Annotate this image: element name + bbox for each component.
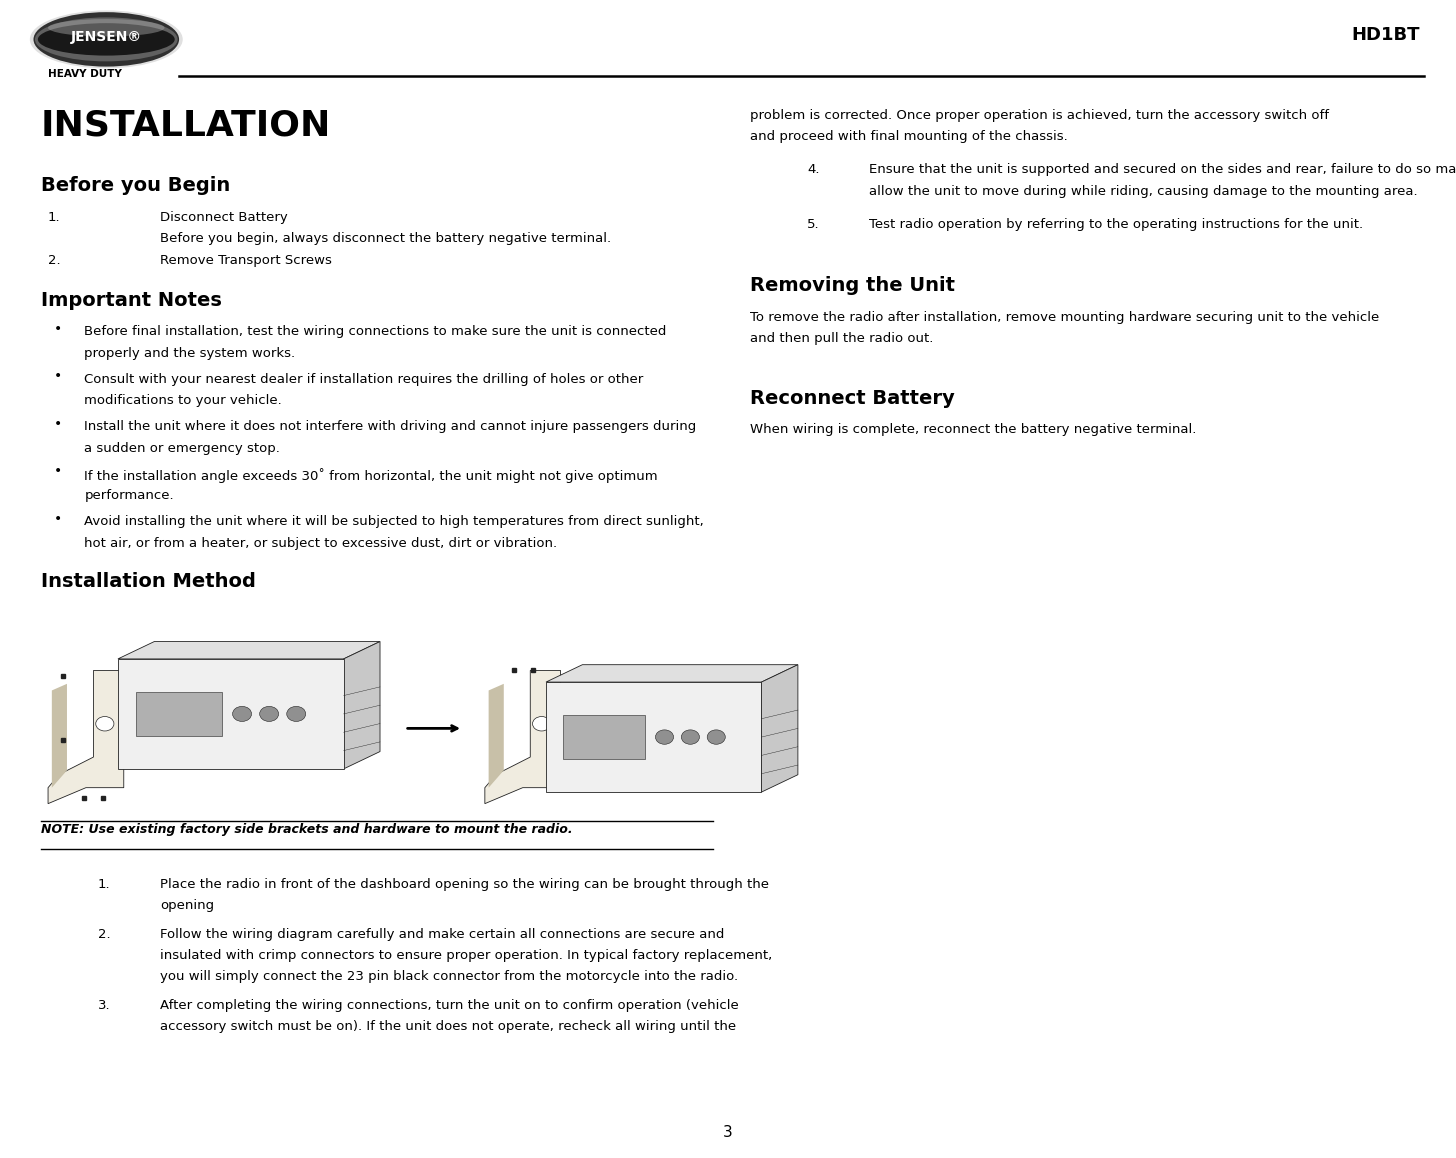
Ellipse shape <box>29 10 183 68</box>
Circle shape <box>655 730 674 745</box>
Text: 3: 3 <box>724 1126 732 1139</box>
Polygon shape <box>48 670 124 804</box>
Text: hot air, or from a heater, or subject to excessive dust, dirt or vibration.: hot air, or from a heater, or subject to… <box>84 536 558 550</box>
Polygon shape <box>485 670 561 804</box>
Text: problem is corrected. Once proper operation is achieved, turn the accessory swit: problem is corrected. Once proper operat… <box>750 109 1329 122</box>
Text: allow the unit to move during while riding, causing damage to the mounting area.: allow the unit to move during while ridi… <box>869 184 1418 198</box>
Text: 2.: 2. <box>98 928 111 940</box>
Polygon shape <box>761 665 798 792</box>
Circle shape <box>233 706 252 721</box>
Text: 1.: 1. <box>98 878 111 891</box>
Text: 5.: 5. <box>807 218 820 230</box>
Circle shape <box>533 717 550 731</box>
Text: HD1BT: HD1BT <box>1351 25 1420 44</box>
Text: Installation Method: Installation Method <box>41 572 256 591</box>
Circle shape <box>259 706 278 721</box>
Text: and then pull the radio out.: and then pull the radio out. <box>750 332 933 345</box>
Text: Install the unit where it does not interfere with driving and cannot injure pass: Install the unit where it does not inter… <box>84 420 697 433</box>
Text: Ensure that the unit is supported and secured on the sides and rear, failure to : Ensure that the unit is supported and se… <box>869 163 1456 176</box>
Text: INSTALLATION: INSTALLATION <box>41 109 331 142</box>
Ellipse shape <box>48 20 165 36</box>
Text: JENSEN®: JENSEN® <box>71 30 141 44</box>
Text: Reconnect Battery: Reconnect Battery <box>750 388 955 408</box>
Text: insulated with crimp connectors to ensure proper operation. In typical factory r: insulated with crimp connectors to ensur… <box>160 948 773 962</box>
Text: 2.: 2. <box>48 254 61 266</box>
Polygon shape <box>135 691 221 735</box>
Polygon shape <box>344 642 380 769</box>
Text: •: • <box>54 464 63 478</box>
Text: •: • <box>54 322 63 336</box>
Text: Before you begin, always disconnect the battery negative terminal.: Before you begin, always disconnect the … <box>160 232 612 245</box>
Polygon shape <box>118 659 344 769</box>
Polygon shape <box>563 714 645 758</box>
Text: Avoid installing the unit where it will be subjected to high temperatures from d: Avoid installing the unit where it will … <box>84 515 705 528</box>
Text: Removing the Unit: Removing the Unit <box>750 276 955 295</box>
Text: performance.: performance. <box>84 489 175 503</box>
Text: Before you Begin: Before you Begin <box>41 176 230 195</box>
Text: and proceed with final mounting of the chassis.: and proceed with final mounting of the c… <box>750 130 1067 144</box>
Text: Consult with your nearest dealer if installation requires the drilling of holes : Consult with your nearest dealer if inst… <box>84 373 644 386</box>
Text: •: • <box>54 417 63 431</box>
Text: When wiring is complete, reconnect the battery negative terminal.: When wiring is complete, reconnect the b… <box>750 423 1197 437</box>
Circle shape <box>96 717 114 731</box>
Text: After completing the wiring connections, turn the unit on to confirm operation (: After completing the wiring connections,… <box>160 998 738 1012</box>
Text: 4.: 4. <box>807 163 820 176</box>
Ellipse shape <box>33 13 179 67</box>
Text: you will simply connect the 23 pin black connector from the motorcycle into the : you will simply connect the 23 pin black… <box>160 970 738 983</box>
Text: HEAVY DUTY: HEAVY DUTY <box>48 69 122 79</box>
Text: opening: opening <box>160 899 214 913</box>
Text: •: • <box>54 369 63 383</box>
Polygon shape <box>52 683 67 787</box>
Text: a sudden or emergency stop.: a sudden or emergency stop. <box>84 441 281 455</box>
Ellipse shape <box>35 17 178 61</box>
Polygon shape <box>546 682 761 792</box>
Text: Test radio operation by referring to the operating instructions for the unit.: Test radio operation by referring to the… <box>869 218 1363 230</box>
Text: Follow the wiring diagram carefully and make certain all connections are secure : Follow the wiring diagram carefully and … <box>160 928 725 940</box>
Text: 1.: 1. <box>48 211 61 223</box>
Polygon shape <box>118 642 380 659</box>
Circle shape <box>681 730 699 745</box>
Text: To remove the radio after installation, remove mounting hardware securing unit t: To remove the radio after installation, … <box>750 310 1379 324</box>
Circle shape <box>287 706 306 721</box>
Text: properly and the system works.: properly and the system works. <box>84 347 296 360</box>
Text: accessory switch must be on). If the unit does not operate, recheck all wiring u: accessory switch must be on). If the uni… <box>160 1020 737 1033</box>
Text: Important Notes: Important Notes <box>41 291 221 309</box>
Text: NOTE: Use existing factory side brackets and hardware to mount the radio.: NOTE: Use existing factory side brackets… <box>41 823 572 836</box>
Ellipse shape <box>38 23 175 56</box>
Text: modifications to your vehicle.: modifications to your vehicle. <box>84 394 282 408</box>
Text: Remove Transport Screws: Remove Transport Screws <box>160 254 332 266</box>
Polygon shape <box>546 665 798 682</box>
Polygon shape <box>489 683 504 787</box>
Text: •: • <box>54 512 63 526</box>
Text: If the installation angle exceeds 30˚ from horizontal, the unit might not give o: If the installation angle exceeds 30˚ fr… <box>84 468 658 483</box>
Circle shape <box>708 730 725 745</box>
Text: 3.: 3. <box>98 998 111 1012</box>
Text: Disconnect Battery: Disconnect Battery <box>160 211 288 223</box>
Text: Before final installation, test the wiring connections to make sure the unit is : Before final installation, test the wiri… <box>84 325 667 338</box>
Text: Place the radio in front of the dashboard opening so the wiring can be brought t: Place the radio in front of the dashboar… <box>160 878 769 891</box>
